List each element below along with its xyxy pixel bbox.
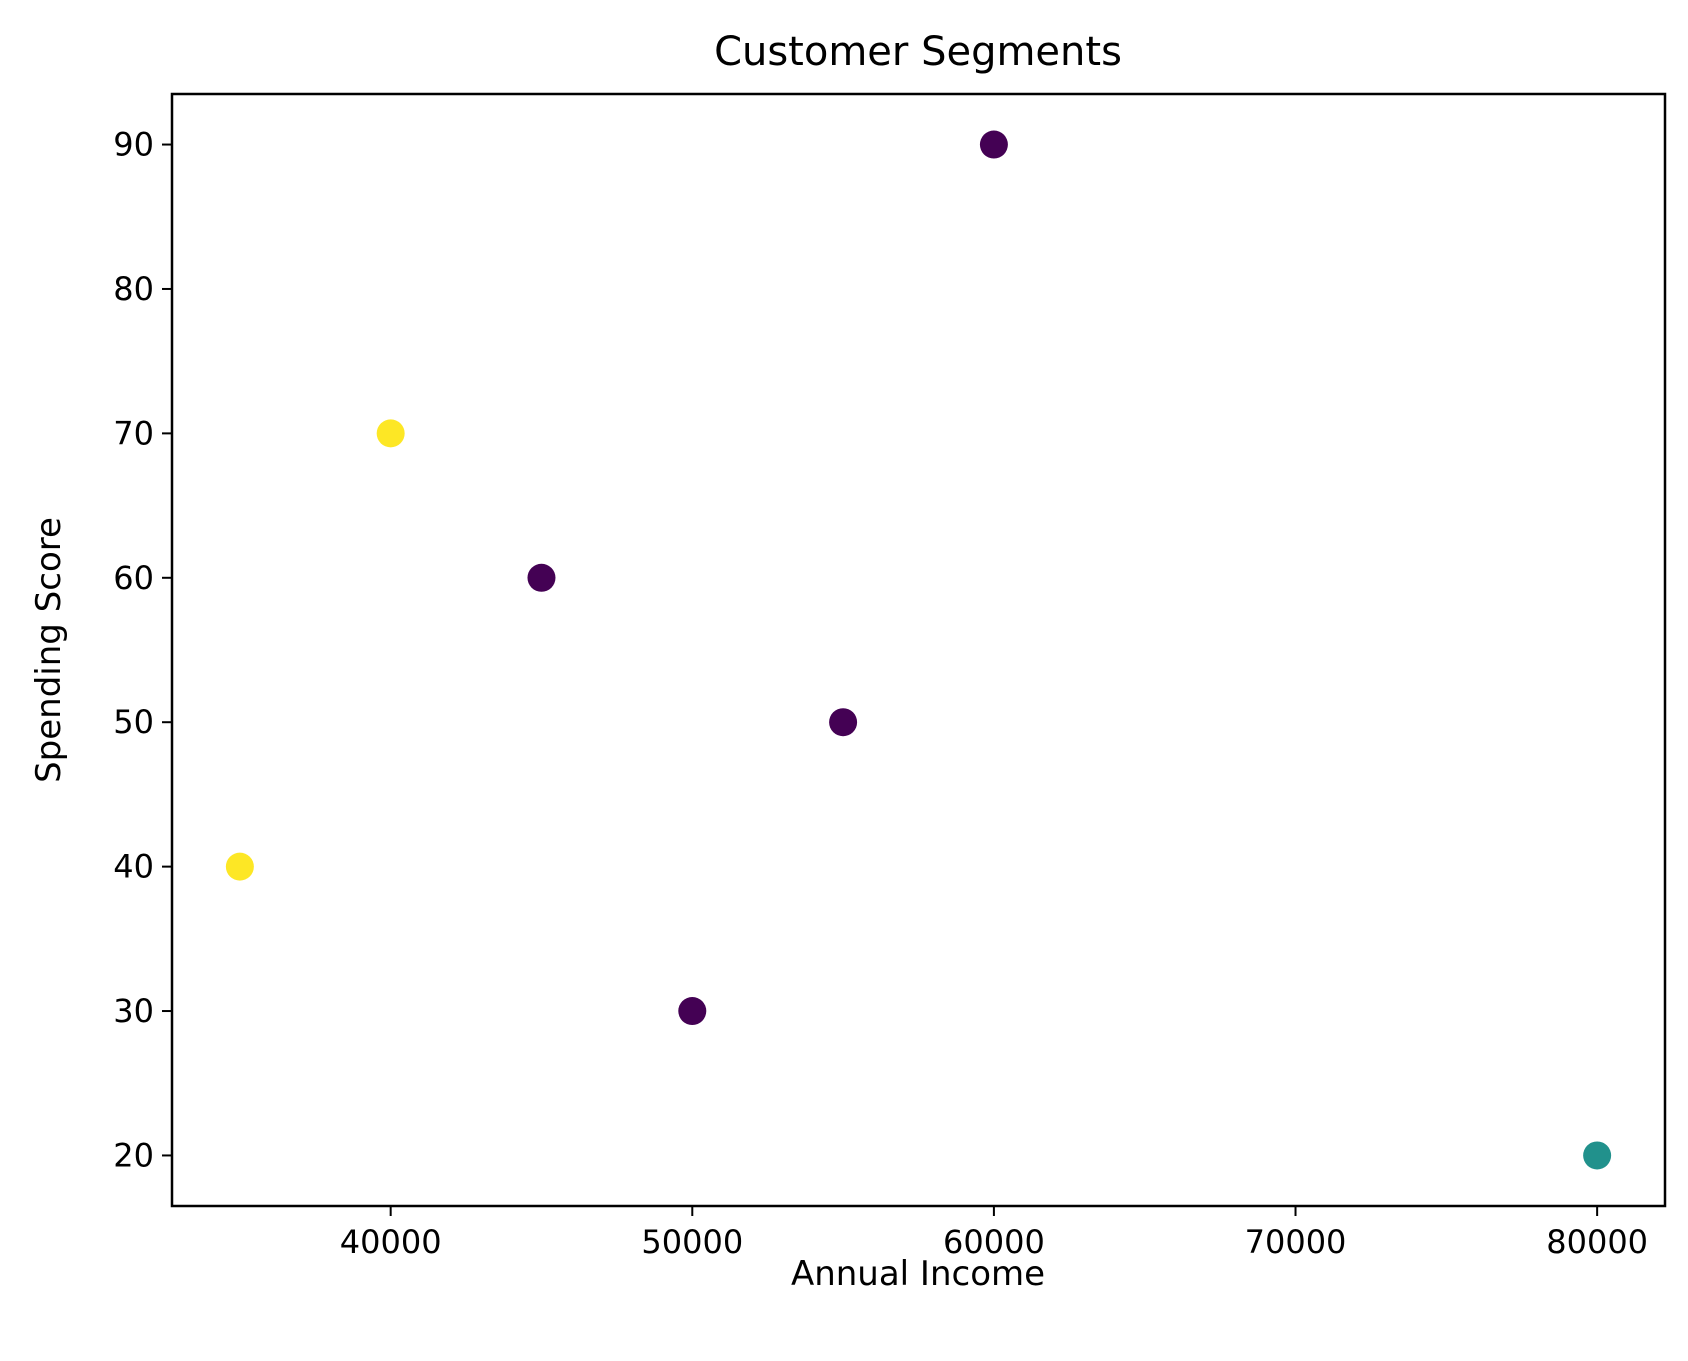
data-point-7	[1583, 1141, 1612, 1170]
x-axis-label: Annual Income	[791, 1254, 1045, 1294]
y-tick-label: 20	[113, 1136, 154, 1174]
y-tick-label: 50	[113, 703, 154, 741]
data-points	[225, 130, 1612, 1170]
x-axis-ticks: 40000 50000 60000 70000 80000	[340, 1206, 1648, 1261]
x-tick-label: 80000	[1546, 1223, 1648, 1261]
data-point-3	[527, 563, 556, 592]
y-tick-label: 60	[113, 559, 154, 597]
y-tick-label: 80	[113, 270, 154, 308]
data-point-4	[678, 997, 707, 1026]
data-point-2	[376, 419, 405, 448]
x-tick-label: 70000	[1245, 1223, 1347, 1261]
data-point-1	[225, 852, 254, 881]
data-point-5	[829, 708, 858, 737]
x-tick-label: 50000	[641, 1223, 743, 1261]
data-point-6	[979, 130, 1008, 159]
y-tick-label: 90	[113, 126, 154, 164]
y-tick-label: 30	[113, 992, 154, 1030]
x-tick-label: 40000	[340, 1223, 442, 1261]
y-tick-label: 70	[113, 414, 154, 452]
plot-area-frame	[170, 92, 1667, 1208]
y-axis-ticks: 20 30 40 50 60 70 80 90	[113, 126, 172, 1174]
x-tick-label: 60000	[943, 1223, 1045, 1261]
y-axis-label: Spending Score	[29, 517, 69, 783]
y-tick-label: 40	[113, 848, 154, 886]
chart-title: Customer Segments	[714, 29, 1122, 75]
